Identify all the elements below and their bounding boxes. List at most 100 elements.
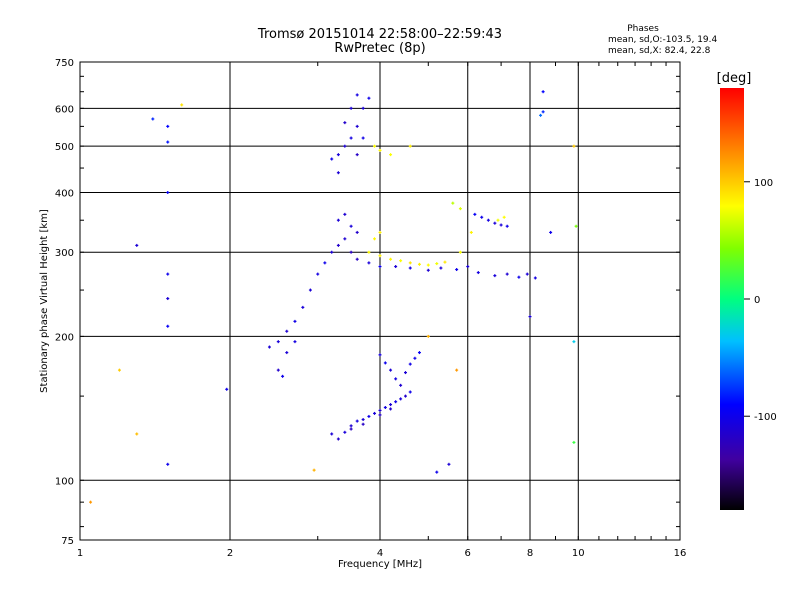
data-point <box>403 394 407 398</box>
data-point <box>330 157 334 161</box>
data-point <box>408 144 412 148</box>
data-point <box>426 334 430 338</box>
data-point <box>399 383 403 387</box>
data-point <box>496 218 500 222</box>
y-tick-label: 750 <box>55 58 74 69</box>
data-point <box>355 230 359 234</box>
x-tick-label: 6 <box>465 548 471 559</box>
data-point <box>399 397 403 401</box>
data-point <box>89 500 93 504</box>
data-point <box>336 437 340 441</box>
data-point <box>394 265 398 269</box>
data-point <box>413 356 417 360</box>
data-point <box>267 345 271 349</box>
data-point <box>285 351 289 355</box>
data-point <box>399 259 403 263</box>
data-point <box>330 250 334 254</box>
data-point <box>367 414 371 418</box>
data-point <box>469 230 473 234</box>
data-point <box>572 340 576 344</box>
data-point <box>355 257 359 261</box>
data-point <box>308 288 312 292</box>
data-point <box>361 106 365 110</box>
grid-lines <box>80 62 680 540</box>
data-point <box>225 387 229 391</box>
data-point <box>383 405 387 409</box>
y-tick-label: 100 <box>55 476 74 487</box>
data-point <box>166 462 170 466</box>
data-point <box>458 250 462 254</box>
data-point <box>486 218 490 222</box>
data-point <box>378 254 382 258</box>
data-point <box>117 368 121 372</box>
data-point <box>349 136 353 140</box>
x-tick-label: 10 <box>572 548 585 559</box>
data-point <box>408 266 412 270</box>
data-point <box>349 106 353 110</box>
data-point <box>343 237 347 241</box>
x-tick-label: 8 <box>527 548 533 559</box>
stats-label: Phases <box>627 24 659 34</box>
data-point <box>336 243 340 247</box>
colorbar-tick-label: 0 <box>754 295 760 306</box>
data-point <box>355 153 359 157</box>
y-tick-label: 200 <box>55 332 74 343</box>
x-tick-label: 1 <box>77 548 83 559</box>
data-point <box>541 90 545 94</box>
data-point <box>361 136 365 140</box>
data-point <box>451 201 455 205</box>
y-tick-label: 400 <box>55 188 74 199</box>
data-point <box>293 340 297 344</box>
stats-line-o: mean, sd,O:-103.5, 19.4 <box>608 35 718 45</box>
data-point <box>383 361 387 365</box>
data-point <box>367 261 371 265</box>
data-point <box>349 224 353 228</box>
colorbar-label: [deg] <box>717 71 752 86</box>
data-point <box>166 272 170 276</box>
data-point <box>528 315 532 319</box>
data-point <box>493 221 497 225</box>
colorbar-tick-label: 100 <box>754 178 773 189</box>
data-point <box>285 329 289 333</box>
data-point <box>389 368 393 372</box>
data-point <box>417 262 421 266</box>
data-point <box>180 103 184 107</box>
data-point <box>493 274 497 278</box>
data-point <box>394 400 398 404</box>
data-point <box>135 243 139 247</box>
data-point <box>343 121 347 125</box>
data-point <box>476 271 480 275</box>
data-point <box>373 144 377 148</box>
colorbar-tick-label: -100 <box>754 412 777 423</box>
data-point <box>443 260 447 264</box>
data-point <box>135 432 139 436</box>
data-point <box>549 230 553 234</box>
data-point <box>301 305 305 309</box>
data-point <box>355 124 359 128</box>
data-point <box>574 224 578 228</box>
data-point <box>293 319 297 323</box>
y-tick-label: 300 <box>55 248 74 259</box>
data-point <box>403 371 407 375</box>
data-point <box>330 432 334 436</box>
data-point <box>378 353 382 357</box>
data-point <box>166 324 170 328</box>
data-point <box>276 368 280 372</box>
x-tick-label: 16 <box>674 548 687 559</box>
data-point <box>343 430 347 434</box>
data-point <box>276 340 280 344</box>
stats-line-x: mean, sd,X: 82.4, 22.8 <box>608 46 711 56</box>
data-point <box>539 113 543 117</box>
data-point <box>499 223 503 227</box>
data-point <box>572 144 576 148</box>
chart-subtitle: RwPretec (8p) <box>334 41 425 56</box>
data-point <box>378 408 382 412</box>
data-point <box>408 390 412 394</box>
y-tick-label: 600 <box>55 104 74 115</box>
data-point <box>389 257 393 261</box>
data-point <box>533 276 537 280</box>
data-point <box>361 418 365 422</box>
data-point <box>349 424 353 428</box>
data-point <box>389 403 393 407</box>
data-point <box>336 218 340 222</box>
